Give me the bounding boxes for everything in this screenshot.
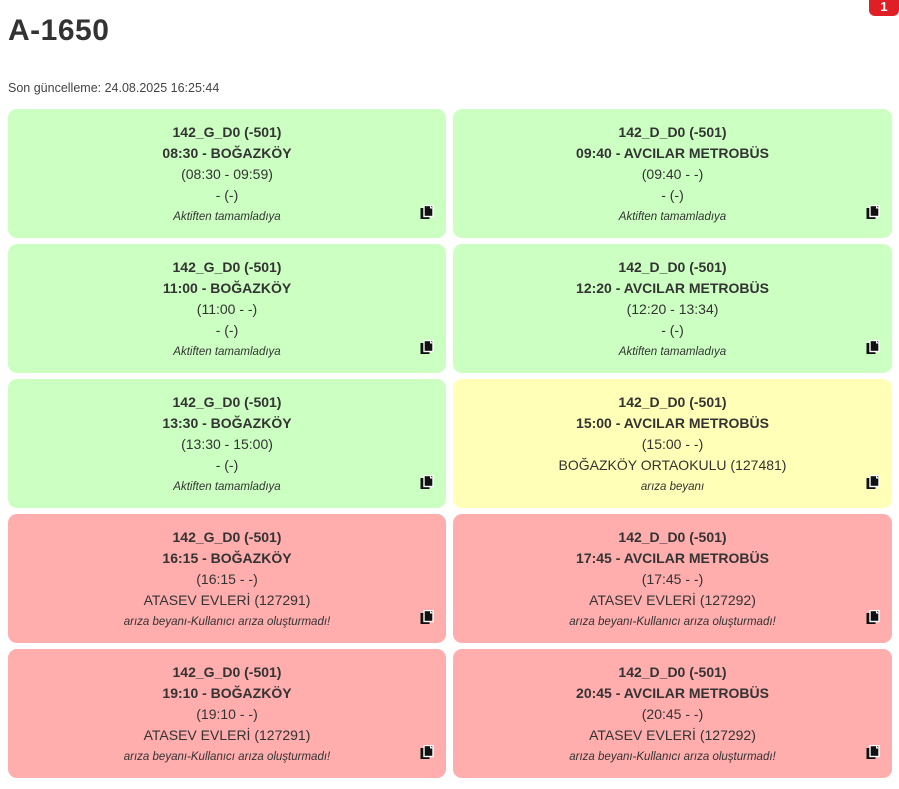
trip-route: 142_D_D0 (-501) bbox=[618, 124, 727, 140]
trip-card: 142_D_D0 (-501) 20:45 - AVCILAR METROBÜS… bbox=[453, 649, 892, 778]
trip-departure: 11:00 - BOĞAZKÖY bbox=[162, 280, 292, 296]
trip-stop: BOĞAZKÖY ORTAOKULU (127481) bbox=[558, 457, 787, 473]
trip-card: 142_D_D0 (-501) 15:00 - AVCILAR METROBÜS… bbox=[453, 379, 892, 508]
trip-stop: ATASEV EVLERİ (127292) bbox=[589, 727, 756, 743]
trip-stop: ATASEV EVLERİ (127292) bbox=[589, 592, 756, 608]
copy-icon[interactable] bbox=[866, 475, 880, 490]
copy-icon[interactable] bbox=[420, 205, 434, 220]
trip-card: 142_G_D0 (-501) 19:10 - BOĞAZKÖY (19:10 … bbox=[8, 649, 446, 778]
copy-icon[interactable] bbox=[420, 340, 434, 355]
trip-status-note: Aktiften tamamladıya bbox=[173, 211, 281, 223]
trip-departure: 09:40 - AVCILAR METROBÜS bbox=[576, 145, 769, 161]
trip-departure: 08:30 - BOĞAZKÖY bbox=[162, 145, 292, 161]
trip-card: 142_G_D0 (-501) 16:15 - BOĞAZKÖY (16:15 … bbox=[8, 514, 446, 643]
trip-route: 142_G_D0 (-501) bbox=[172, 124, 282, 140]
last-updated-label: Son güncelleme: 24.08.2025 16:25:44 bbox=[8, 81, 220, 95]
trip-status-note: arıza beyanı-Kullanıcı arıza oluşturmadı… bbox=[569, 616, 776, 628]
trip-times: (15:00 - -) bbox=[641, 436, 704, 452]
trip-times: (09:40 - -) bbox=[641, 166, 704, 182]
trip-stop: ATASEV EVLERİ (127291) bbox=[143, 727, 311, 743]
trip-status-note: Aktiften tamamladıya bbox=[618, 346, 727, 358]
trip-status-note: Aktiften tamamladıya bbox=[173, 346, 281, 358]
copy-icon[interactable] bbox=[420, 745, 434, 760]
trip-route: 142_G_D0 (-501) bbox=[172, 529, 282, 545]
trip-card: 142_D_D0 (-501) 09:40 - AVCILAR METROBÜS… bbox=[453, 109, 892, 238]
trip-status-note: arıza beyanı-Kullanıcı arıza oluşturmadı… bbox=[123, 751, 331, 763]
trip-route: 142_G_D0 (-501) bbox=[172, 664, 282, 680]
copy-icon[interactable] bbox=[866, 610, 880, 625]
trip-departure: 20:45 - AVCILAR METROBÜS bbox=[576, 685, 769, 701]
trip-times: (11:00 - -) bbox=[196, 301, 258, 317]
trip-route: 142_G_D0 (-501) bbox=[172, 394, 282, 410]
trip-departure: 12:20 - AVCILAR METROBÜS bbox=[576, 280, 769, 296]
trip-departure: 13:30 - BOĞAZKÖY bbox=[162, 415, 292, 431]
trip-departure: 15:00 - AVCILAR METROBÜS bbox=[576, 415, 769, 431]
trip-card: 142_D_D0 (-501) 17:45 - AVCILAR METROBÜS… bbox=[453, 514, 892, 643]
copy-icon[interactable] bbox=[420, 610, 434, 625]
trip-times: (12:20 - 13:34) bbox=[626, 301, 719, 317]
trip-grid: 142_G_D0 (-501) 08:30 - BOĞAZKÖY (08:30 … bbox=[8, 109, 892, 778]
trip-departure: 16:15 - BOĞAZKÖY bbox=[162, 550, 292, 566]
trip-stop: - (-) bbox=[661, 322, 684, 338]
trip-card: 142_D_D0 (-501) 12:20 - AVCILAR METROBÜS… bbox=[453, 244, 892, 373]
trip-times: (20:45 - -) bbox=[641, 706, 704, 722]
copy-icon[interactable] bbox=[866, 340, 880, 355]
trip-stop: - (-) bbox=[661, 187, 684, 203]
trip-card: 142_G_D0 (-501) 13:30 - BOĞAZKÖY (13:30 … bbox=[8, 379, 446, 508]
trip-stop: - (-) bbox=[215, 322, 239, 338]
trip-route: 142_D_D0 (-501) bbox=[618, 529, 727, 545]
trip-status-note: arıza beyanı bbox=[640, 481, 705, 493]
trip-route: 142_D_D0 (-501) bbox=[618, 394, 727, 410]
copy-icon[interactable] bbox=[866, 205, 880, 220]
trip-route: 142_D_D0 (-501) bbox=[618, 664, 727, 680]
trip-stop: - (-) bbox=[215, 457, 239, 473]
trip-departure: 17:45 - AVCILAR METROBÜS bbox=[576, 550, 769, 566]
page-title: A-1650 bbox=[8, 14, 110, 47]
trip-status-note: Aktiften tamamladıya bbox=[618, 211, 727, 223]
trip-route: 142_G_D0 (-501) bbox=[172, 259, 282, 275]
trip-times: (19:10 - -) bbox=[196, 706, 258, 722]
trip-route: 142_D_D0 (-501) bbox=[618, 259, 727, 275]
trip-departure: 19:10 - BOĞAZKÖY bbox=[162, 685, 292, 701]
trip-times: (17:45 - -) bbox=[641, 571, 704, 587]
trip-times: (16:15 - -) bbox=[196, 571, 258, 587]
trip-status-note: arıza beyanı-Kullanıcı arıza oluşturmadı… bbox=[569, 751, 776, 763]
notification-badge[interactable]: 1 bbox=[869, 0, 899, 16]
trip-stop: - (-) bbox=[215, 187, 239, 203]
copy-icon[interactable] bbox=[420, 475, 434, 490]
trip-card: 142_G_D0 (-501) 11:00 - BOĞAZKÖY (11:00 … bbox=[8, 244, 446, 373]
trip-status-note: Aktiften tamamladıya bbox=[173, 481, 281, 493]
trip-times: (08:30 - 09:59) bbox=[181, 166, 273, 182]
trip-stop: ATASEV EVLERİ (127291) bbox=[143, 592, 311, 608]
copy-icon[interactable] bbox=[866, 745, 880, 760]
trip-card: 142_G_D0 (-501) 08:30 - BOĞAZKÖY (08:30 … bbox=[8, 109, 446, 238]
trip-status-note: arıza beyanı-Kullanıcı arıza oluşturmadı… bbox=[123, 616, 331, 628]
trip-times: (13:30 - 15:00) bbox=[181, 436, 273, 452]
